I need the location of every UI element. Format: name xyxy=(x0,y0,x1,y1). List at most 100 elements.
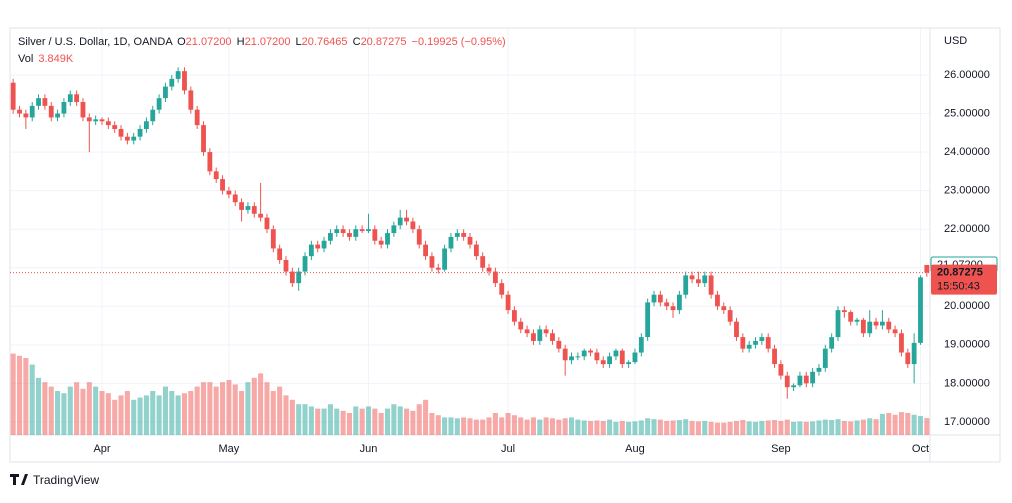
volume-bar xyxy=(36,377,42,435)
candle-body xyxy=(822,348,828,368)
volume-bar xyxy=(537,419,543,435)
candle-body xyxy=(239,202,244,210)
volume-bar xyxy=(93,386,99,435)
volume-bar xyxy=(48,386,54,435)
candle-body xyxy=(683,275,689,295)
candle-body xyxy=(924,264,930,273)
candle-body xyxy=(48,105,54,118)
volume-bar xyxy=(695,421,701,435)
volume-bar xyxy=(194,386,200,435)
x-tick-label: Jun xyxy=(360,443,378,455)
volume-bar xyxy=(549,418,556,435)
candle-body xyxy=(575,356,581,358)
candle-body xyxy=(734,321,739,338)
candle-body xyxy=(899,333,904,353)
volume-bar xyxy=(530,417,536,435)
volume-bar xyxy=(714,422,720,435)
value: 21.07200 xyxy=(245,36,291,48)
candle-body xyxy=(416,229,422,245)
volume-bar xyxy=(791,421,797,435)
candle-body xyxy=(55,113,60,118)
candle-body xyxy=(93,119,99,122)
volume-bar xyxy=(822,419,828,435)
volume-bar xyxy=(410,410,416,435)
volume-bar xyxy=(124,391,130,435)
candle-body xyxy=(531,333,536,341)
candle-body xyxy=(429,256,435,268)
volume-bar xyxy=(448,417,454,435)
volume-bar xyxy=(867,418,873,435)
candle-body xyxy=(810,371,816,384)
volume-bar xyxy=(156,395,162,435)
candle-body xyxy=(328,233,333,241)
candle-body xyxy=(277,248,283,261)
volume-bar xyxy=(181,393,188,435)
volume-bar xyxy=(727,421,733,435)
volume-bar xyxy=(397,406,403,435)
volume-bar xyxy=(676,420,682,435)
volume-bar xyxy=(689,420,695,435)
currency: USD xyxy=(944,35,967,47)
candle-body xyxy=(397,217,403,226)
volume-bar xyxy=(118,395,124,435)
volume-bar xyxy=(752,421,759,435)
volume-bar xyxy=(264,382,270,435)
volume-bar xyxy=(416,404,422,435)
candle-body xyxy=(905,352,911,365)
volume-bar xyxy=(784,419,790,435)
candle-body xyxy=(550,333,555,341)
volume-bar xyxy=(404,408,410,435)
candle-body xyxy=(302,256,308,272)
candle-body xyxy=(803,375,809,384)
candle-body xyxy=(169,78,175,87)
volume-bar xyxy=(645,418,651,435)
candle-body xyxy=(848,312,854,322)
volume-bar xyxy=(511,415,517,435)
candle-body xyxy=(772,348,777,365)
candle-body xyxy=(784,375,790,388)
candle-body xyxy=(505,294,511,311)
candle-body xyxy=(880,321,885,326)
candle-body xyxy=(321,240,327,249)
volume-bar xyxy=(207,382,213,435)
volume-bar xyxy=(524,419,530,435)
volume-bar xyxy=(803,421,809,435)
candle-body xyxy=(778,364,784,376)
candle-body xyxy=(562,348,568,361)
volume-bar xyxy=(423,399,429,435)
candle-body xyxy=(518,321,524,330)
candle-body xyxy=(80,102,86,118)
volume-bar xyxy=(613,421,619,435)
label: O xyxy=(177,36,186,48)
volume-bar xyxy=(835,419,841,435)
volume-bar xyxy=(543,417,549,435)
candle-body xyxy=(175,71,181,79)
volume-bar xyxy=(353,406,359,435)
volume-bar xyxy=(289,399,295,435)
volume-bar xyxy=(588,420,594,435)
volume-bar xyxy=(55,391,61,435)
volume-bar xyxy=(581,420,587,435)
volume-bar xyxy=(162,386,168,435)
candle-body xyxy=(492,271,498,284)
candle-body xyxy=(480,256,486,268)
candle-body xyxy=(10,82,16,110)
candle-body xyxy=(112,125,118,129)
volume-bar xyxy=(886,413,892,435)
candle-body xyxy=(131,136,137,141)
x-tick-label: Oct xyxy=(912,443,929,455)
volume-bar xyxy=(188,391,194,435)
candle-body xyxy=(29,105,35,118)
volume-bar xyxy=(860,419,866,435)
candle-body xyxy=(715,294,720,307)
value: 20.87275 xyxy=(361,36,407,48)
volume-bar xyxy=(169,391,175,435)
volume-bar xyxy=(873,419,879,435)
candle-body xyxy=(892,329,898,334)
candle-body xyxy=(689,275,695,280)
candle-body xyxy=(372,229,378,241)
candle-body xyxy=(194,109,200,126)
volume-bar xyxy=(334,408,340,435)
candle-body xyxy=(860,319,866,334)
volume-bar xyxy=(651,419,657,435)
